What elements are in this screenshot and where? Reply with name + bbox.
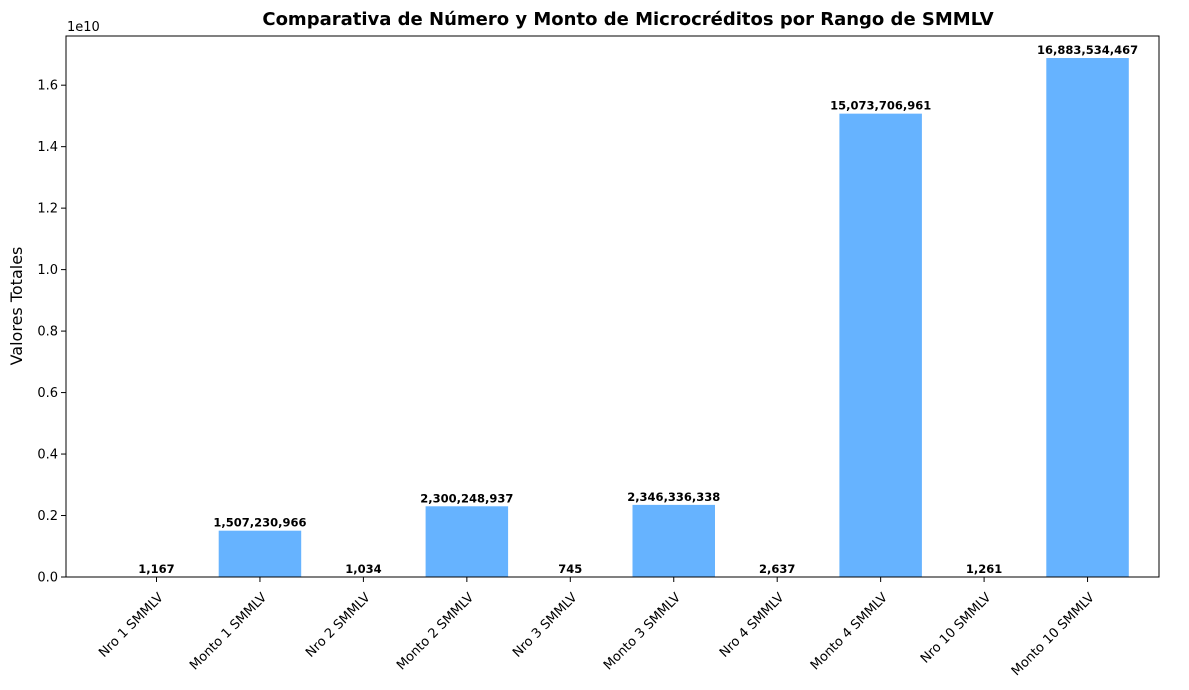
x-tick-label: Monto 3 SMMLV [601,590,684,673]
y-tick-label: 0.8 [37,325,58,340]
bar-value-label: 1,034 [345,562,381,576]
y-tick-label: 0.6 [37,386,58,401]
x-tick-label: Monto 2 SMMLV [394,590,477,673]
x-tick-label: Monto 4 SMMLV [808,590,891,673]
chart-title: Comparativa de Número y Monto de Microcr… [262,9,993,30]
bar [1046,58,1129,577]
x-tick-label: Monto 1 SMMLV [187,590,270,673]
bar-value-label: 2,300,248,937 [420,491,513,505]
x-tick-label: Nro 1 SMMLV [96,590,167,661]
y-tick-label: 1.0 [37,263,58,278]
x-tick-label: Nro 2 SMMLV [303,590,374,661]
y-tick-label: 0.2 [37,509,58,524]
y-tick-label: 0.0 [37,571,58,586]
bar-value-label: 1,261 [966,562,1002,576]
x-tick-label: Monto 10 SMMLV [1009,590,1098,679]
bar-value-label: 16,883,534,467 [1037,43,1138,57]
y-tick-label: 0.4 [37,448,58,463]
y-tick-label: 1.6 [37,79,58,94]
bar-value-label: 2,346,336,338 [627,490,720,504]
bar [839,113,922,578]
y-tick-label: 1.4 [37,140,58,155]
y-tick-label: 1.2 [37,202,58,217]
y-axis-label: Valores Totales [7,247,26,366]
bar [218,530,302,577]
plot-area: 1,167 1,507,230,966 1,034 2,300,248,937 745 2… [37,35,1160,679]
bar-value-label: 15,073,706,961 [830,99,931,113]
bar-value-label: 2,637 [759,562,795,576]
bar-value-label: 1,167 [138,562,174,576]
bar [632,504,715,577]
plot-frame [65,35,1160,578]
y-axis-offset-label: 1e10 [67,20,100,35]
bar [425,506,509,577]
x-tick-label: Nro 4 SMMLV [717,590,788,661]
bar-value-label: 1,507,230,966 [213,516,306,530]
x-tick-label: Nro 10 SMMLV [918,590,994,666]
x-tick-label: Nro 3 SMMLV [510,590,581,661]
bar-value-label: 745 [558,562,582,576]
